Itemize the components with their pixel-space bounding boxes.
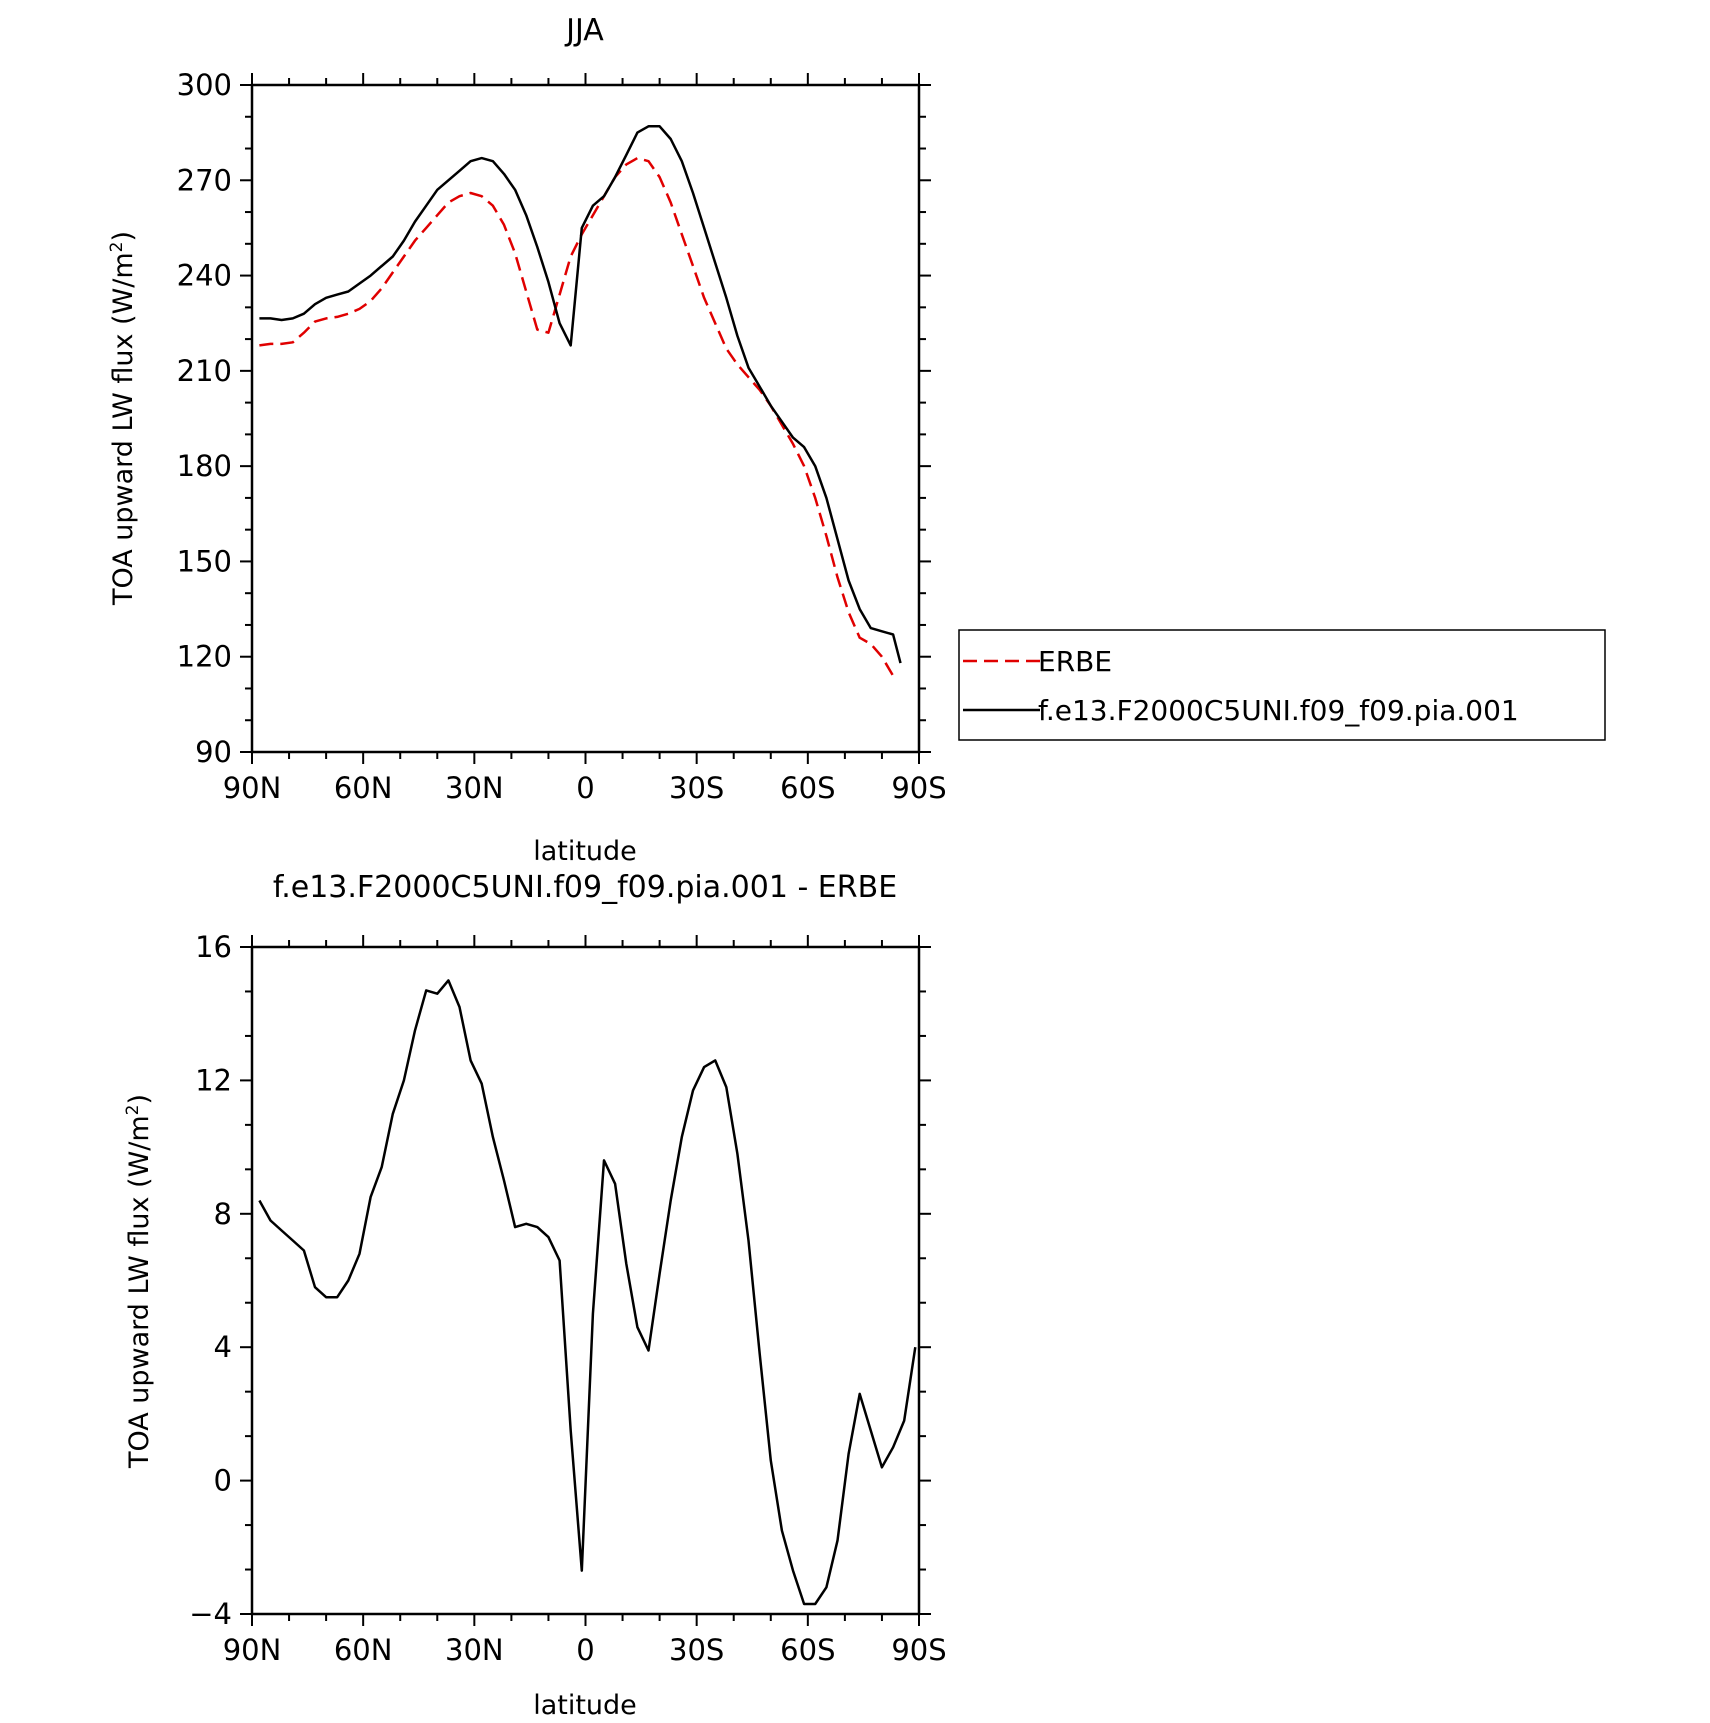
top-series-line-1 xyxy=(259,125,902,664)
bottom-x-tick-label: 60N xyxy=(334,1633,393,1667)
top-x-tick-label: 60S xyxy=(780,771,835,805)
bottom-y-tick-label: 16 xyxy=(195,930,232,964)
bottom-y-tick-label: −4 xyxy=(189,1597,232,1631)
bottom-chart-title: f.e13.F2000C5UNI.f09_f09.pia.001 - ERBE xyxy=(273,870,897,905)
bottom-x-tick-label: 30N xyxy=(445,1633,504,1667)
top-chart-ylabel: TOA upward LW flux (W/m2) xyxy=(107,231,139,606)
top-y-tick-label: 180 xyxy=(177,449,232,483)
top-chart-y-tick-labels: 90 120 150 180 210 240 270 300 xyxy=(177,68,232,769)
top-chart-series xyxy=(259,125,902,677)
legend-box xyxy=(958,629,1606,741)
bottom-chart-x-tick-labels: 90N 60N 30N 0 30S 60S 90S xyxy=(223,1633,947,1667)
top-y-tick-label: 120 xyxy=(177,640,232,674)
bottom-chart-xlabel: latitude xyxy=(533,1690,637,1721)
bottom-chart-ylabel: TOA upward LW flux (W/m2) xyxy=(123,1094,155,1469)
bottom-x-tick-label: 30S xyxy=(669,1633,724,1667)
top-chart-ylabel-sup: 2 xyxy=(107,242,127,253)
bottom-chart-frame xyxy=(250,945,921,1616)
bottom-chart-panel: f.e13.F2000C5UNI.f09_f09.pia.001 - ERBE … xyxy=(123,870,947,1721)
top-y-tick-label: 240 xyxy=(177,259,232,293)
bottom-x-tick-label: 60S xyxy=(780,1633,835,1667)
top-x-tick-label: 30N xyxy=(445,771,504,805)
bottom-chart-ylabel-sup: 2 xyxy=(123,1105,143,1116)
top-chart-panel: JJA 90N 60N 30N 0 30S 60S 90S 90 120 150 180 210 24… xyxy=(107,13,1606,867)
top-x-tick-label: 90S xyxy=(891,771,946,805)
top-chart-xlabel: latitude xyxy=(533,836,637,867)
top-chart-x-tick-labels: 90N 60N 30N 0 30S 60S 90S xyxy=(223,771,947,805)
legend-label-erbe: ERBE xyxy=(1038,645,1112,678)
top-x-tick-label: 90N xyxy=(223,771,282,805)
top-x-tick-label: 30S xyxy=(669,771,724,805)
bottom-x-tick-label: 0 xyxy=(576,1633,594,1667)
top-y-tick-label: 210 xyxy=(177,354,232,388)
bottom-series-line-0 xyxy=(258,979,917,1606)
bottom-y-tick-label: 4 xyxy=(214,1330,232,1364)
top-chart-ylabel-end: ) xyxy=(108,231,139,242)
legend-label-model: f.e13.F2000C5UNI.f09_f09.pia.001 xyxy=(1038,694,1519,727)
bottom-x-tick-label: 90S xyxy=(891,1633,946,1667)
bottom-y-tick-label: 0 xyxy=(214,1464,232,1498)
top-chart-ylabel-main: TOA upward LW flux (W/m xyxy=(108,252,139,606)
bottom-y-tick-label: 12 xyxy=(195,1063,232,1097)
bottom-chart-ylabel-end: ) xyxy=(124,1094,155,1105)
top-y-tick-label: 300 xyxy=(177,68,232,102)
top-series-line-0 xyxy=(259,156,895,677)
top-y-tick-label: 90 xyxy=(195,735,232,769)
bottom-chart-y-tick-labels: −4 0 4 8 12 16 xyxy=(189,930,232,1631)
bottom-chart-series xyxy=(258,979,917,1606)
bottom-chart-ylabel-main: TOA upward LW flux (W/m xyxy=(124,1115,155,1469)
top-x-tick-label: 0 xyxy=(576,771,594,805)
top-x-tick-label: 60N xyxy=(334,771,393,805)
top-chart-frame xyxy=(250,83,921,754)
top-y-tick-label: 270 xyxy=(177,163,232,197)
bottom-y-tick-label: 8 xyxy=(214,1197,232,1231)
top-chart-title: JJA xyxy=(564,13,604,48)
bottom-x-tick-label: 90N xyxy=(223,1633,282,1667)
top-y-tick-label: 150 xyxy=(177,544,232,578)
top-chart-legend: ERBE f.e13.F2000C5UNI.f09_f09.pia.001 xyxy=(958,629,1606,741)
